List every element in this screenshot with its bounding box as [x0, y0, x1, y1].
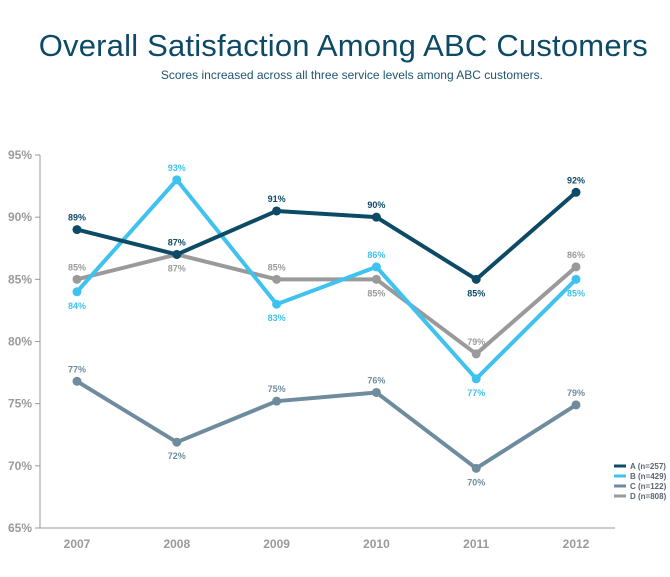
data-label-b: 83%	[268, 313, 286, 323]
data-label-a: 89%	[68, 213, 86, 223]
data-point-c	[172, 437, 182, 447]
data-point-d	[272, 274, 282, 284]
data-label-d: 85%	[367, 288, 385, 298]
y-tick-label: 80%	[8, 335, 32, 349]
data-label-c: 75%	[268, 384, 286, 394]
data-point-c	[272, 396, 282, 406]
data-point-c	[72, 376, 82, 386]
data-label-c: 76%	[367, 375, 385, 385]
data-point-d	[471, 349, 481, 359]
data-point-c	[571, 400, 581, 410]
data-point-c	[371, 387, 381, 397]
data-point-b	[371, 262, 381, 272]
data-point-a	[272, 206, 282, 216]
data-label-a: 90%	[367, 200, 385, 210]
y-tick-label: 85%	[8, 272, 32, 286]
data-label-b: 93%	[168, 163, 186, 173]
data-label-b: 84%	[68, 301, 86, 311]
data-label-b: 86%	[367, 250, 385, 260]
data-label-c: 70%	[467, 477, 485, 487]
x-tick-label: 2009	[263, 537, 290, 551]
legend-label-b: B (n=429)	[630, 472, 667, 481]
data-point-a	[371, 212, 381, 222]
data-label-c: 77%	[68, 364, 86, 374]
data-point-d	[72, 274, 82, 284]
series-line-a	[75, 190, 578, 282]
data-point-a	[471, 274, 481, 284]
data-label-a: 87%	[168, 237, 186, 247]
series-line-c	[75, 379, 578, 471]
data-point-b	[272, 299, 282, 309]
data-label-d: 87%	[168, 263, 186, 273]
data-label-a: 92%	[567, 175, 585, 185]
data-label-d: 85%	[268, 262, 286, 272]
data-point-b	[172, 175, 182, 185]
x-tick-label: 2007	[64, 537, 91, 551]
data-label-a: 91%	[268, 194, 286, 204]
y-tick-label: 65%	[8, 521, 32, 535]
y-tick-label: 95%	[8, 148, 32, 162]
x-tick-label: 2012	[563, 537, 590, 551]
data-label-d: 85%	[68, 262, 86, 272]
data-point-b	[571, 274, 581, 284]
data-point-b	[471, 374, 481, 384]
data-label-b: 85%	[567, 288, 585, 298]
data-point-c	[471, 463, 481, 473]
series-line-b	[75, 177, 578, 381]
data-point-d	[571, 262, 581, 272]
chart-subtitle: Scores increased across all three servic…	[160, 68, 543, 82]
y-tick-label: 90%	[8, 210, 32, 224]
data-label-c: 72%	[168, 451, 186, 461]
data-label-d: 86%	[567, 250, 585, 260]
data-label-c: 79%	[567, 388, 585, 398]
legend-label-d: D (n=808)	[630, 492, 667, 501]
data-point-d	[371, 274, 381, 284]
x-tick-label: 2010	[363, 537, 390, 551]
data-point-a	[172, 249, 182, 259]
legend-label-a: A (n=257)	[630, 462, 666, 471]
series-line-d	[75, 252, 578, 356]
chart-title: Overall Satisfaction Among ABC Customers	[38, 28, 648, 63]
y-tick-label: 70%	[8, 459, 32, 473]
data-label-d: 79%	[467, 337, 485, 347]
data-point-a	[571, 187, 581, 197]
x-tick-label: 2008	[163, 537, 190, 551]
y-tick-label: 75%	[8, 397, 32, 411]
data-label-b: 77%	[467, 388, 485, 398]
x-tick-label: 2011	[463, 537, 489, 551]
data-label-a: 85%	[467, 288, 485, 298]
data-point-a	[72, 225, 82, 235]
data-point-b	[72, 287, 82, 297]
legend-label-c: C (n=122)	[630, 482, 667, 491]
